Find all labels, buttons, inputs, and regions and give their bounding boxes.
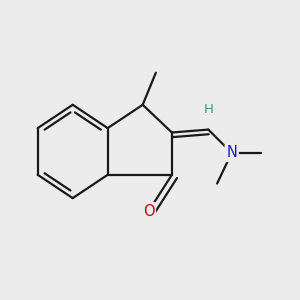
Text: O: O bbox=[143, 204, 154, 219]
Text: N: N bbox=[226, 146, 237, 160]
Text: H: H bbox=[203, 103, 213, 116]
